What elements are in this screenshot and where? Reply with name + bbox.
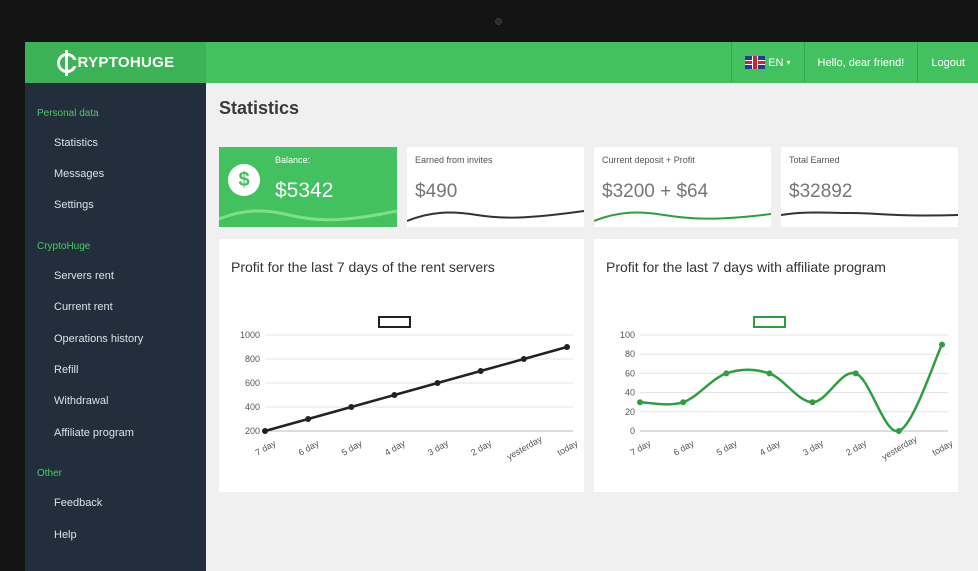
affiliate-chart-legend-swatch[interactable] [753,316,786,328]
affiliate-xtick-label: today [930,438,954,458]
rent-data-point[interactable] [434,380,441,386]
affiliate-data-point[interactable] [637,399,643,406]
rent-xtick-label: today [555,438,579,458]
sidebar-item-help[interactable]: Help [54,529,77,541]
sidebar-section-cryptohuge: CryptoHuge [37,241,91,252]
affiliate-xtick-label: 5 day [715,438,739,458]
total-earned-sparkline [781,211,958,217]
rent-xtick-label: 5 day [340,438,364,458]
rent-data-point[interactable] [305,416,312,422]
affiliate-ytick-label: 80 [625,349,635,359]
balance-caption: Balance: [275,155,311,165]
affiliate-data-point[interactable] [895,428,902,434]
page-title: Statistics [219,98,300,118]
affiliate-data-point[interactable] [680,399,687,406]
brand-name: RYPTOHUGE [77,54,175,71]
sidebar-item-current-rent[interactable]: Current rent [54,301,113,313]
sidebar-item-settings[interactable]: Settings [54,199,94,211]
dollar-icon: $ [228,164,260,196]
logo-c-icon [56,49,78,76]
rent-series-line [264,345,568,433]
rent-xtick-label: 4 day [383,438,407,458]
rent-xtick-label: 7 day [253,438,277,458]
affiliate-xtick-label: 2 day [844,438,868,458]
affiliate-xtick-label: 4 day [758,438,782,458]
camera-dot [495,18,502,25]
balance-sparkline [219,209,397,222]
sidebar-item-affiliate-program[interactable]: Affiliate program [54,427,134,439]
sidebar-item-messages[interactable]: Messages [54,168,105,180]
sidebar-item-statistics[interactable]: Statistics [54,137,99,149]
affiliate-xtick-label: 6 day [672,438,697,458]
rent-ytick-label: 600 [245,378,260,388]
rent-data-point[interactable] [262,428,268,434]
rent-data-point[interactable] [564,344,570,350]
balance-value: $5342 [275,179,334,202]
rent-xtick-label: 3 day [426,438,450,458]
greeting-link[interactable]: Hello, dear friend! [803,42,918,83]
affiliate-xtick-label: yesterday [880,434,919,462]
affiliate-series-line [639,344,944,433]
sidebar-item-servers-rent[interactable]: Servers rent [54,270,114,282]
sidebar-section-other: Other [37,468,63,479]
total-earned-caption: Total Earned [789,155,840,165]
logout-button[interactable]: Logout [917,42,978,83]
invites-value: $490 [415,181,458,202]
affiliate-data-point[interactable] [723,370,730,377]
affiliate-profit-chart: 0 20 40 60 80 100 7 day 6 day 5 day 4 day 3 day 2 d… [620,330,955,462]
invites-sparkline [407,210,584,222]
invites-caption: Earned from invites [415,155,493,165]
affiliate-xtick-label: 7 day [628,438,652,458]
total-earned-card: Total Earned $32892 [781,147,958,227]
total-earned-value: $32892 [789,181,853,202]
rent-ytick-label: 1000 [240,330,260,340]
affiliate-data-point[interactable] [852,370,859,377]
deposit-card: Current deposit + Profit $3200 + $64 [594,147,771,227]
sidebar-item-operations-history[interactable]: Operations history [54,333,144,345]
sidebar: Personal data Statistics Messages Settin… [25,83,206,571]
rent-data-point[interactable] [391,392,398,398]
rent-ytick-label: 800 [245,354,260,364]
rent-ytick-label: 400 [245,402,260,412]
affiliate-ytick-label: 40 [625,388,635,398]
rent-profit-panel: Profit for the last 7 days of the rent s… [219,239,584,492]
language-label: EN [768,56,784,69]
affiliate-profit-panel: Profit for the last 7 days with affiliat… [594,239,958,492]
rent-data-point[interactable] [520,356,527,362]
affiliate-data-point[interactable] [766,370,773,377]
deposit-value: $3200 + $64 [602,181,709,202]
rent-data-point[interactable] [348,404,355,410]
language-selector[interactable]: EN ▾ [731,42,803,83]
affiliate-data-point[interactable] [939,341,945,348]
invites-card: Earned from invites $490 [407,147,584,227]
sidebar-item-feedback[interactable]: Feedback [54,497,103,509]
top-bar: RYPTOHUGE EN ▾ Hello, dear friend! Logou… [25,42,978,83]
rent-chart-legend-swatch[interactable] [378,316,411,328]
sidebar-item-refill[interactable]: Refill [54,364,79,376]
sidebar-section-personal-data: Personal data [37,108,99,119]
rent-xtick-label: yesterday [505,434,544,462]
affiliate-ytick-label: 100 [620,330,635,340]
affiliate-ytick-label: 60 [625,368,635,378]
affiliate-xtick-label: 3 day [801,438,825,458]
rent-xtick-label: 2 day [469,438,493,458]
deposit-sparkline [594,211,771,222]
chevron-down-icon: ▾ [786,58,791,67]
top-nav: EN ▾ Hello, dear friend! Logout [731,42,978,83]
rent-profit-chart: 200 400 600 800 1000 7 day 6 day 5 day 4 day 3 da… [240,330,580,462]
affiliate-data-point[interactable] [809,399,816,406]
rent-chart-title: Profit for the last 7 days of the rent s… [231,259,495,275]
balance-card: $ Balance: $5342 [219,147,397,227]
uk-flag-icon [745,56,766,69]
affiliate-chart-title: Profit for the last 7 days with affiliat… [606,259,886,275]
affiliate-ytick-label: 20 [625,407,635,417]
affiliate-ytick-label: 0 [630,426,635,436]
app-screen: RYPTOHUGE EN ▾ Hello, dear friend! Logou… [25,42,978,571]
rent-xtick-label: 6 day [297,438,321,458]
brand-logo[interactable]: RYPTOHUGE [25,42,206,83]
deposit-caption: Current deposit + Profit [602,155,695,165]
rent-data-point[interactable] [477,368,484,374]
sidebar-item-withdrawal[interactable]: Withdrawal [54,395,109,407]
rent-ytick-label: 200 [245,426,260,436]
